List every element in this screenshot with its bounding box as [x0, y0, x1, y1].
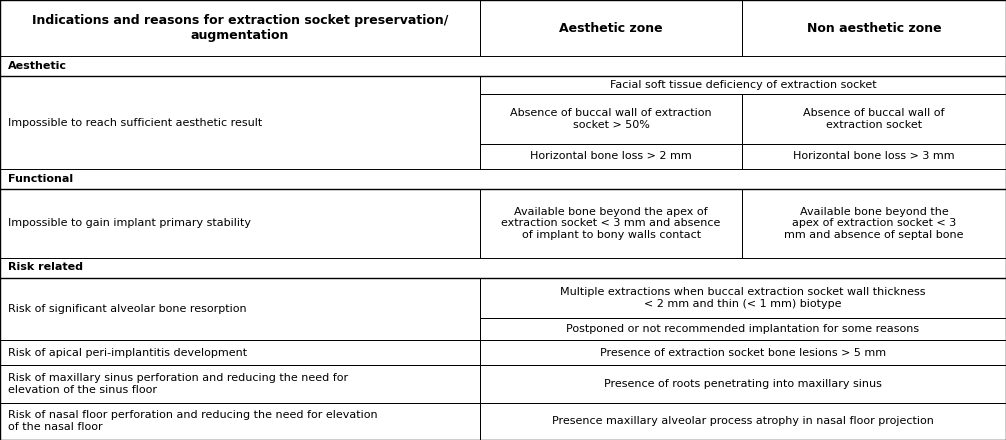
Text: Presence maxillary alveolar process atrophy in nasal floor projection: Presence maxillary alveolar process atro…: [552, 416, 934, 426]
Bar: [480, 403, 1006, 440]
Text: Available bone beyond the apex of
extraction socket < 3 mm and absence
of implan: Available bone beyond the apex of extrac…: [501, 206, 721, 240]
Text: Presence of extraction socket bone lesions > 5 mm: Presence of extraction socket bone lesio…: [600, 348, 886, 357]
Text: Impossible to reach sufficient aesthetic result: Impossible to reach sufficient aesthetic…: [8, 117, 263, 128]
Bar: [0, 340, 480, 365]
Text: Risk of maxillary sinus perforation and reducing the need for
elevation of the s: Risk of maxillary sinus perforation and …: [8, 373, 348, 395]
Bar: [742, 144, 1006, 169]
Bar: [0, 76, 480, 169]
Text: Aesthetic: Aesthetic: [8, 61, 67, 71]
Text: Presence of roots penetrating into maxillary sinus: Presence of roots penetrating into maxil…: [604, 379, 882, 389]
Text: Risk of significant alveolar bone resorption: Risk of significant alveolar bone resorp…: [8, 304, 246, 314]
Text: Facial soft tissue deficiency of extraction socket: Facial soft tissue deficiency of extract…: [610, 80, 876, 90]
Bar: [480, 340, 1006, 365]
Bar: [480, 365, 1006, 403]
Bar: [0, 189, 480, 257]
Text: Non aesthetic zone: Non aesthetic zone: [807, 22, 942, 35]
Text: Functional: Functional: [8, 174, 73, 184]
Text: Multiple extractions when buccal extraction socket wall thickness
< 2 mm and thi: Multiple extractions when buccal extract…: [560, 287, 926, 308]
Bar: [0, 403, 480, 440]
Text: Absence of buccal wall of extraction
socket > 50%: Absence of buccal wall of extraction soc…: [510, 108, 712, 129]
Bar: [480, 278, 1006, 318]
Text: Indications and reasons for extraction socket preservation/
augmentation: Indications and reasons for extraction s…: [32, 14, 448, 42]
Text: Aesthetic zone: Aesthetic zone: [559, 22, 663, 35]
Text: Horizontal bone loss > 2 mm: Horizontal bone loss > 2 mm: [530, 151, 692, 161]
Bar: [0, 0, 480, 56]
Text: Risk of apical peri-implantitis development: Risk of apical peri-implantitis developm…: [8, 348, 247, 357]
Text: Risk of nasal floor perforation and reducing the need for elevation
of the nasal: Risk of nasal floor perforation and redu…: [8, 411, 377, 432]
Bar: [480, 318, 1006, 340]
Bar: [480, 94, 742, 144]
Bar: [742, 94, 1006, 144]
Bar: [742, 189, 1006, 257]
Bar: [480, 76, 1006, 94]
Bar: [480, 189, 742, 257]
Text: Absence of buccal wall of
extraction socket: Absence of buccal wall of extraction soc…: [804, 108, 945, 129]
Text: Horizontal bone loss > 3 mm: Horizontal bone loss > 3 mm: [794, 151, 955, 161]
Text: Postponed or not recommended implantation for some reasons: Postponed or not recommended implantatio…: [566, 324, 919, 334]
Bar: [0, 278, 480, 340]
Text: Risk related: Risk related: [8, 263, 83, 272]
Bar: [480, 144, 742, 169]
Bar: [0, 365, 480, 403]
Text: Impossible to gain implant primary stability: Impossible to gain implant primary stabi…: [8, 218, 252, 228]
Text: Available bone beyond the
apex of extraction socket < 3
mm and absence of septal: Available bone beyond the apex of extrac…: [785, 206, 964, 240]
Bar: [742, 0, 1006, 56]
Bar: [480, 0, 742, 56]
